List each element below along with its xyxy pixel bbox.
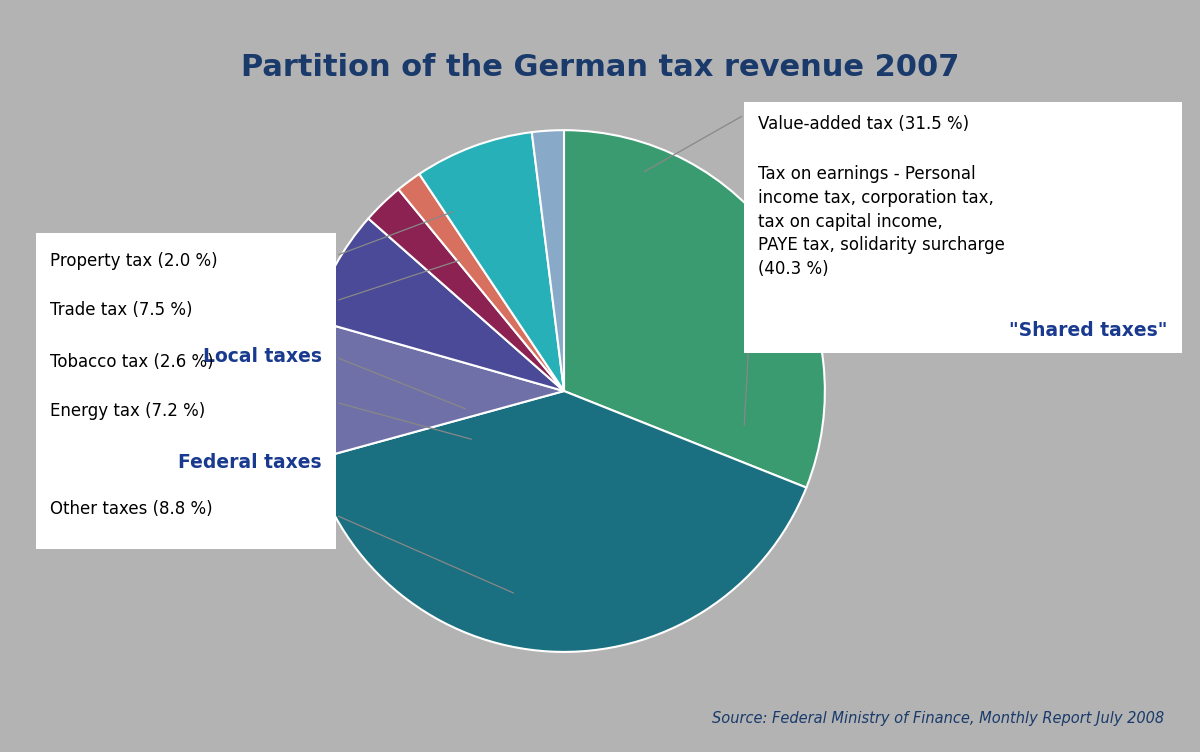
- Text: Tobacco tax (2.6 %): Tobacco tax (2.6 %): [50, 353, 214, 371]
- Wedge shape: [398, 174, 564, 391]
- Text: Energy tax (7.2 %): Energy tax (7.2 %): [50, 402, 205, 420]
- Text: Value-added tax (31.5 %): Value-added tax (31.5 %): [758, 115, 970, 133]
- Text: Trade tax (7.5 %): Trade tax (7.5 %): [50, 301, 193, 319]
- Wedge shape: [532, 130, 564, 391]
- FancyBboxPatch shape: [36, 233, 336, 380]
- Text: Federal taxes: Federal taxes: [178, 453, 322, 472]
- FancyBboxPatch shape: [36, 481, 336, 549]
- Text: Partition of the German tax revenue 2007: Partition of the German tax revenue 2007: [241, 53, 959, 82]
- Text: Other taxes (8.8 %): Other taxes (8.8 %): [50, 500, 214, 518]
- Wedge shape: [304, 320, 564, 460]
- Wedge shape: [313, 219, 564, 391]
- Text: Source: Federal Ministry of Finance, Monthly Report July 2008: Source: Federal Ministry of Finance, Mon…: [712, 711, 1164, 726]
- Text: Tax on earnings - Personal
income tax, corporation tax,
tax on capital income,
P: Tax on earnings - Personal income tax, c…: [758, 165, 1006, 277]
- FancyBboxPatch shape: [744, 102, 1182, 353]
- Text: "Shared taxes": "Shared taxes": [1009, 321, 1168, 340]
- Wedge shape: [312, 391, 806, 652]
- Wedge shape: [564, 130, 824, 487]
- Text: Property tax (2.0 %): Property tax (2.0 %): [50, 252, 218, 270]
- Text: Local taxes: Local taxes: [203, 347, 322, 366]
- Wedge shape: [368, 190, 564, 391]
- Wedge shape: [419, 132, 564, 391]
- FancyBboxPatch shape: [36, 335, 336, 485]
